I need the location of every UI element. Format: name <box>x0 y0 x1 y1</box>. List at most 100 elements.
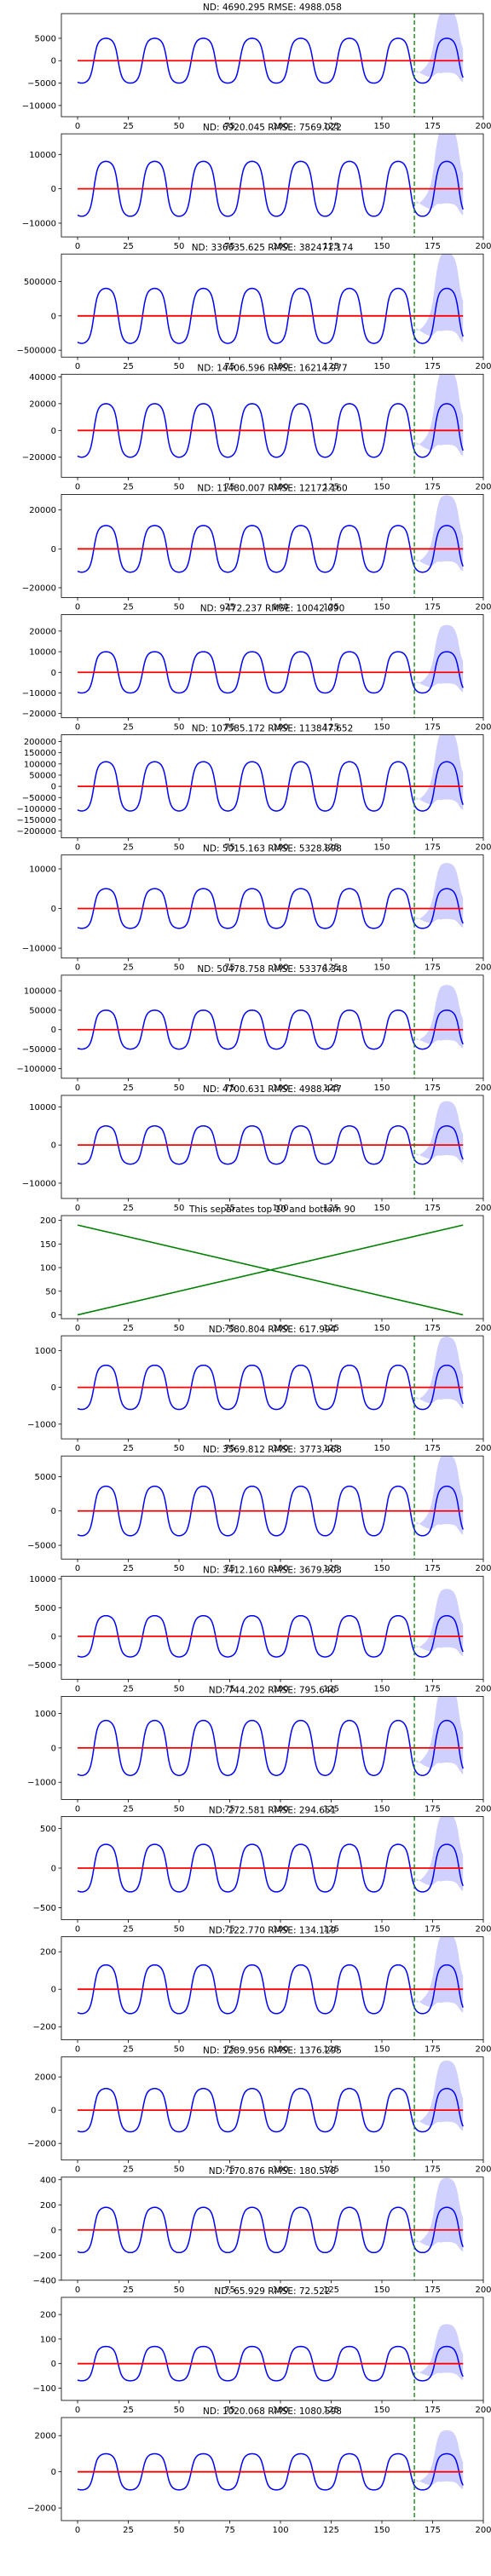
prediction-interval <box>416 1936 464 2013</box>
x-tick-label: 100 <box>272 2045 288 2055</box>
y-tick-label: 10000 <box>29 648 56 658</box>
x-tick-label: 200 <box>475 963 491 973</box>
axes-frame <box>61 13 484 118</box>
x-tick-label: 0 <box>75 1684 80 1693</box>
prediction-interval <box>416 2429 464 2490</box>
y-tick-label: 0 <box>51 1507 56 1516</box>
x-tick-label: 25 <box>123 2165 134 2175</box>
chart-title: ND: 744.202 RMSE: 795.646 <box>209 1685 337 1695</box>
x-tick-label: 75 <box>224 1925 235 1935</box>
x-tick-label: 150 <box>373 482 390 492</box>
x-tick-label: 25 <box>123 723 134 733</box>
x-tick-label: 200 <box>475 482 491 492</box>
plot-area <box>77 14 464 117</box>
plot-area <box>77 2056 464 2160</box>
chart-panel-7: ND: 107585.172 RMSE: 113847.652 0 25 50 75 10… <box>16 724 491 853</box>
axes-frame <box>61 253 484 358</box>
x-tick-label: 125 <box>323 963 339 973</box>
y-tick-label: 0 <box>51 2360 56 2369</box>
x-tick-label: 0 <box>75 362 80 371</box>
x-tick-label: 100 <box>272 1204 288 1213</box>
plot-area <box>77 734 464 838</box>
chart-title: ND: 122.770 RMSE: 134.119 <box>209 1926 337 1936</box>
prediction-interval <box>416 1456 464 1535</box>
x-tick-label: 125 <box>323 1564 339 1573</box>
x-tick-label: 200 <box>475 1804 491 1814</box>
plot-area <box>77 854 464 958</box>
prediction-interval <box>416 14 464 83</box>
chart-panel-8: ND: 5015.163 RMSE: 5328.898 0 25 50 75 100 125… <box>22 844 491 973</box>
x-tick-label: 100 <box>272 362 288 371</box>
axes-frame <box>61 133 484 238</box>
x-tick-label: 50 <box>174 1324 185 1333</box>
x-tick-label: 200 <box>475 1084 491 1093</box>
y-tick-label: 0 <box>51 545 56 555</box>
y-tick-label: −10000 <box>22 1179 56 1188</box>
chart-title: ND: 14406.596 RMSE: 16214.977 <box>197 363 347 373</box>
series-line-forecast <box>77 1009 464 1050</box>
x-tick-label: 200 <box>475 843 491 853</box>
series-line-forecast <box>77 287 464 344</box>
x-tick-label: 100 <box>272 1444 288 1453</box>
x-tick-label: 25 <box>123 1925 134 1935</box>
chart-title: ND: 5015.163 RMSE: 5328.898 <box>203 844 342 854</box>
x-tick-label: 100 <box>272 1804 288 1814</box>
x-tick-label: 0 <box>75 2165 80 2175</box>
chart-panel-19: ND: 170.876 RMSE: 180.578 0 25 50 75 100 125 15… <box>33 2166 491 2295</box>
y-tick-label: 5000 <box>35 1473 56 1482</box>
y-tick-label: 0 <box>51 783 56 792</box>
chart-panel-2: ND: 6920.045 RMSE: 7569.022 0 25 50 75 100 125… <box>22 123 491 251</box>
chart-title: ND: 4690.295 RMSE: 4988.058 <box>203 3 342 13</box>
x-tick-label: 200 <box>475 2165 491 2175</box>
x-tick-label: 25 <box>123 482 134 492</box>
x-tick-label: 175 <box>425 1564 441 1573</box>
x-tick-label: 50 <box>174 362 185 371</box>
y-tick-label: −10000 <box>22 219 56 228</box>
y-tick-label: 100 <box>40 1264 56 1274</box>
y-tick-label: −5000 <box>27 1542 56 1551</box>
x-tick-label: 125 <box>323 1084 339 1093</box>
x-tick-label: 50 <box>174 2406 185 2415</box>
prediction-interval <box>416 495 464 572</box>
x-tick-label: 175 <box>425 602 441 612</box>
x-tick-label: 50 <box>174 1084 185 1093</box>
x-tick-label: 150 <box>373 242 390 251</box>
x-tick-label: 125 <box>323 1925 339 1935</box>
x-tick-label: 200 <box>475 602 491 612</box>
plot-area <box>77 2297 464 2401</box>
y-tick-label: 10000 <box>29 151 56 160</box>
plot-area <box>77 1576 464 1680</box>
x-tick-label: 75 <box>224 1564 235 1573</box>
y-tick-label: −200000 <box>16 827 56 837</box>
y-tick-label: 10000 <box>29 1103 56 1113</box>
x-tick-label: 0 <box>75 1804 80 1814</box>
x-tick-label: 0 <box>75 1564 80 1573</box>
x-tick-label: 100 <box>272 2406 288 2415</box>
y-tick-label: −2000 <box>27 2140 56 2149</box>
x-tick-label: 100 <box>272 2165 288 2175</box>
series-line-forecast <box>77 888 464 929</box>
y-tick-label: −20000 <box>22 453 56 463</box>
y-tick-label: 0 <box>51 1383 56 1393</box>
chart-panel-10: ND: 4700.631 RMSE: 4988.447 0 25 50 75 100 125… <box>22 1084 491 1213</box>
x-tick-label: 25 <box>123 122 134 131</box>
series-line-forecast <box>77 1964 464 2015</box>
chart-title: ND: 580.804 RMSE: 617.994 <box>209 1325 337 1335</box>
x-tick-label: 150 <box>373 963 390 973</box>
x-tick-label: 50 <box>174 242 185 251</box>
x-tick-label: 75 <box>224 2406 235 2415</box>
x-tick-label: 125 <box>323 1444 339 1453</box>
chart-panel-6: ND: 9472.237 RMSE: 10042.090 0 25 50 75 100 12… <box>22 604 491 733</box>
prediction-interval <box>416 2324 464 2381</box>
chart-title: ND: 336635.625 RMSE: 382471.174 <box>192 243 354 253</box>
x-tick-label: 0 <box>75 1084 80 1093</box>
chart-panel-16: ND: 272.581 RMSE: 294.651 0 25 50 75 100 125 15… <box>33 1806 491 1935</box>
x-tick-label: 100 <box>272 843 288 853</box>
y-tick-label: 10000 <box>29 865 56 874</box>
y-tick-label: 100000 <box>24 987 56 997</box>
axes-frame <box>61 1095 484 1199</box>
y-tick-label: −500 <box>33 1904 56 1913</box>
x-tick-label: 150 <box>373 1564 390 1573</box>
y-tick-label: 1000 <box>35 1710 56 1719</box>
x-tick-label: 150 <box>373 602 390 612</box>
